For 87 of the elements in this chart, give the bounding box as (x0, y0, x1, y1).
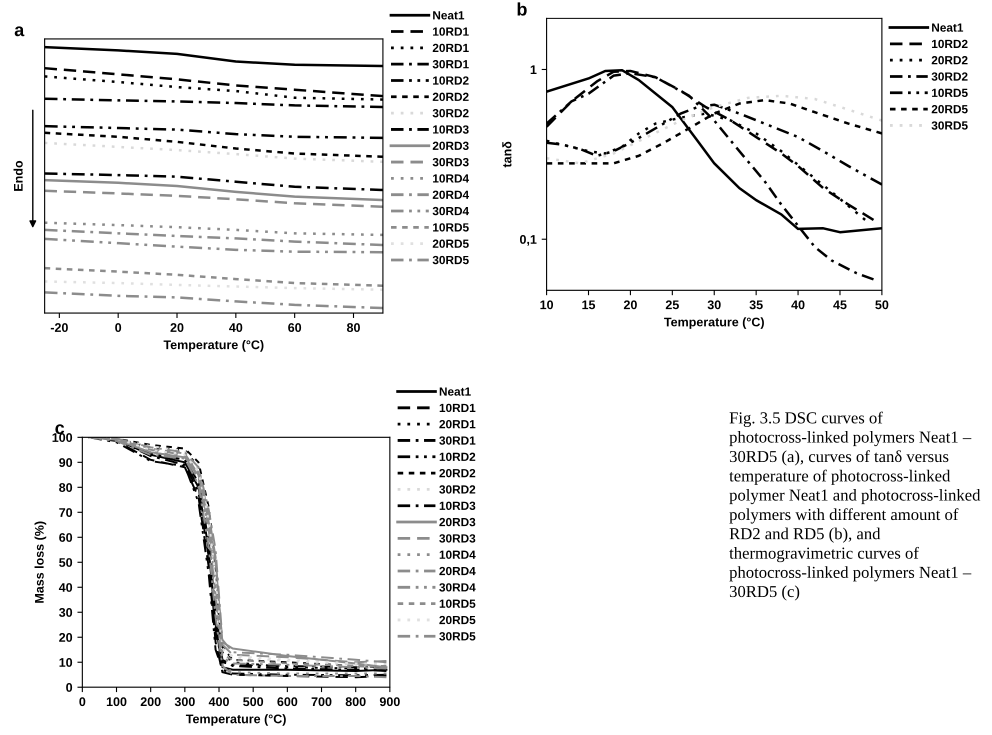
y-tick-label: 1 (530, 65, 537, 74)
legend-label: 10RD5 (932, 88, 968, 98)
y-tick-label: 50 (59, 558, 72, 567)
legend-label: 10RD2 (440, 452, 476, 462)
x-tick-label: -20 (50, 323, 68, 332)
legend-label: 30RD2 (432, 108, 469, 118)
legend-label: 10RD4 (440, 550, 476, 559)
legend-label: 20RD1 (432, 44, 469, 52)
x-axis-title: Temperature (°C) (186, 714, 286, 726)
legend-label: 30RD1 (439, 436, 476, 445)
legend-label: 20RD5 (439, 616, 476, 624)
y-tick-label: 40 (58, 583, 72, 592)
legend-label: 30RD2 (439, 485, 476, 494)
legend-label: 30RD3 (432, 158, 469, 166)
chart-title: c (55, 424, 64, 434)
y-tick-label: 0,1 (520, 235, 537, 246)
legend-label: 30RD2 (932, 72, 968, 81)
x-axis-title: Temperature (°C) (164, 340, 264, 352)
x-tick-label: 0 (115, 323, 122, 332)
y-tick-label: 10 (60, 658, 72, 667)
x-tick-label: 50 (875, 300, 888, 310)
x-tick-label: 60 (288, 323, 302, 332)
x-tick-label: 300 (174, 697, 195, 706)
legend-label: 10RD1 (440, 404, 476, 412)
y-axis-title: tanδ (502, 142, 512, 168)
legend-label: 20RD4 (439, 566, 476, 576)
x-tick-label: 25 (666, 300, 679, 310)
legend-label: 20RD3 (432, 142, 469, 150)
x-tick-label: 700 (312, 697, 332, 706)
y-tick-label: 80 (59, 483, 72, 492)
legend-label: 20RD2 (432, 92, 469, 102)
x-tick-label: 40 (791, 300, 805, 310)
legend-label: 20RD4 (432, 190, 470, 199)
y-tick-label: 20 (59, 633, 72, 642)
legend-label: Neat1 (932, 24, 964, 32)
x-tick-label: 900 (380, 697, 400, 706)
legend-label: 20RD2 (932, 56, 968, 64)
x-tick-label: 100 (106, 697, 126, 706)
y-tick-label: 60 (59, 533, 72, 542)
y-axis-title: Mass loss (%) (34, 522, 46, 603)
x-tick-label: 200 (140, 697, 161, 706)
legend-label: 10RD2 (932, 40, 968, 48)
x-tick-label: 35 (749, 300, 763, 310)
x-tick-label: 30 (708, 300, 721, 310)
text: Fig. 3.5 DSC curves of photocross-linked polymers Neat1 – 30RD5 (a), curves of tanδ versus temperature of photocross-linked polymer Neat1 and photocross-linked polymers with different amount of RD2 and RD5 (b), and thermogravimetric curves of photocross-linked polymers Neat1 – 30RD5 (c) (729, 412, 980, 601)
y-tick-label: 0 (66, 683, 72, 692)
legend-label: 20RD3 (439, 518, 476, 526)
x-tick-label: 20 (170, 323, 184, 332)
legend-label: 10RD4 (433, 174, 470, 183)
legend-label: 10RD1 (433, 27, 469, 36)
legend-label: 30RD5 (932, 121, 968, 130)
chart-title: a (14, 26, 24, 36)
legend-label: 20RD5 (432, 240, 469, 248)
legend-label: 10RD3 (433, 125, 469, 134)
x-tick-label: 45 (833, 300, 847, 310)
legend-label: 30RD3 (439, 534, 476, 543)
y-tick-label: 70 (59, 508, 72, 517)
x-tick-label: 40 (229, 323, 242, 332)
legend-label: 10RD5 (440, 600, 476, 608)
legend-label: Neat1 (440, 388, 471, 396)
legend-label: 20RD1 (439, 420, 476, 428)
x-tick-label: 400 (208, 697, 229, 706)
y-axis-title: Endo (14, 160, 23, 191)
x-tick-label: 600 (277, 697, 298, 706)
x-tick-label: 15 (582, 300, 596, 310)
legend-label: Neat1 (433, 11, 464, 20)
x-tick-label: 80 (346, 323, 360, 332)
legend-label: 20RD5 (932, 104, 968, 114)
legend-label: 30RD1 (432, 60, 469, 68)
x-tick-label: 10 (540, 300, 554, 310)
legend-label: 10RD3 (440, 502, 476, 510)
x-tick-label: 20 (624, 300, 637, 310)
y-tick-label: 90 (59, 458, 72, 467)
x-tick-label: 800 (346, 697, 366, 706)
legend-label: 30RD5 (432, 256, 469, 264)
x-axis-title: Temperature (°C) (664, 317, 764, 329)
legend-label: 20RD2 (439, 468, 476, 478)
legend-label: 30RD5 (439, 632, 476, 641)
chart-title: b (518, 2, 527, 16)
y-tick-label: 100 (52, 433, 72, 442)
legend-label: 10RD5 (433, 223, 469, 232)
x-tick-label: 0 (79, 697, 86, 706)
x-tick-label: 500 (243, 697, 264, 706)
legend-label: 30RD4 (439, 583, 476, 592)
legend-label: 10RD2 (433, 76, 469, 85)
y-tick-label: 30 (59, 608, 72, 617)
legend-label: 30RD4 (432, 206, 470, 216)
